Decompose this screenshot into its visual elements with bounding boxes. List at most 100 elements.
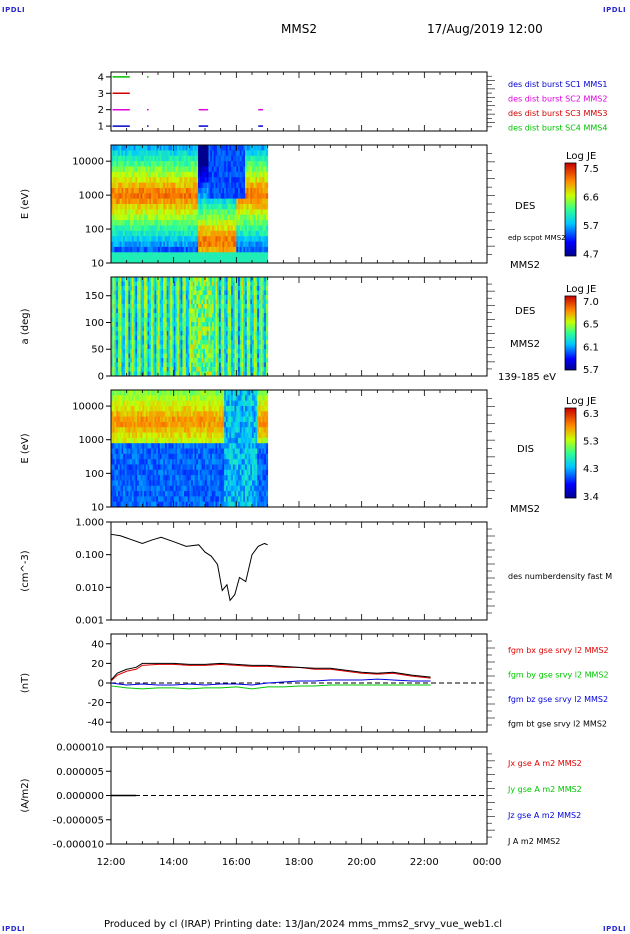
heat-cell: [241, 161, 244, 167]
heat-cell: [168, 480, 171, 487]
heat-cell: [185, 225, 188, 232]
heat-cell: [262, 317, 265, 323]
heat-cell: [112, 475, 115, 481]
heat-cell: [189, 150, 192, 157]
heat-cell: [191, 209, 194, 216]
heat-cell: [264, 371, 267, 377]
heat-cell: [187, 220, 190, 226]
heat-cell: [198, 304, 201, 309]
heat-cell: [163, 317, 166, 323]
heat-cell: [138, 322, 141, 327]
heat-cell: [180, 193, 183, 200]
heat-cell: [187, 367, 190, 372]
heat-cell: [194, 187, 197, 194]
heat-cell: [227, 150, 230, 157]
heat-cell: [114, 371, 117, 377]
heat-cell: [215, 340, 218, 345]
heat-cell: [236, 230, 239, 237]
heat-cell: [154, 326, 157, 332]
heat-cell: [203, 198, 206, 205]
heat-cell: [227, 246, 230, 253]
heat-cell: [158, 155, 161, 162]
heat-cell: [135, 322, 138, 327]
heat-cell: [121, 308, 124, 314]
heat-cell: [152, 395, 155, 402]
heat-cell: [232, 331, 235, 336]
heat-cell: [238, 225, 241, 232]
heat-cell: [250, 331, 253, 336]
heat-cell: [257, 371, 260, 377]
heat-cell: [220, 177, 223, 183]
heat-cell: [147, 335, 150, 341]
heat-cell: [217, 313, 220, 318]
heat-cell: [175, 161, 178, 167]
heat-cell: [123, 150, 126, 157]
heat-cell: [154, 198, 157, 205]
heat-cell: [201, 166, 204, 173]
heat-cell: [145, 290, 148, 296]
heat-cell: [121, 304, 124, 309]
heat-cell: [128, 241, 131, 248]
heat-cell: [166, 225, 169, 232]
heat-cell: [185, 198, 188, 205]
heat-cell: [149, 362, 152, 368]
heat-cell: [220, 322, 223, 327]
heat-cell: [260, 344, 263, 350]
heat-cell: [241, 214, 244, 221]
heat-cell: [185, 230, 188, 237]
heat-cell: [234, 331, 237, 336]
heat-cell: [161, 182, 164, 189]
heat-cell: [194, 371, 197, 377]
heat-cell: [208, 182, 211, 189]
heat-cell: [187, 313, 190, 318]
heat-cell: [229, 358, 232, 363]
heat-cell: [225, 182, 229, 189]
heat-cell: [152, 230, 155, 237]
heat-cell: [238, 182, 241, 189]
heat-cell: [159, 193, 162, 200]
heat-cell: [144, 371, 147, 377]
heat-cell: [210, 367, 213, 372]
heat-cell: [154, 214, 157, 221]
heat-cell: [187, 331, 190, 336]
heat-cell: [215, 246, 218, 253]
heat-cell: [173, 322, 176, 327]
heat-cell: [119, 427, 122, 433]
heat-cell: [243, 335, 246, 341]
heat-cell: [222, 225, 225, 232]
heat-cell: [189, 331, 192, 336]
heat-cell: [140, 241, 143, 248]
heat-cell: [211, 277, 215, 282]
heat-cell: [149, 358, 152, 363]
heat-cell: [131, 326, 135, 332]
heat-cell: [194, 145, 197, 151]
heat-cell: [163, 340, 166, 345]
heat-cell: [180, 187, 183, 194]
heat-cell: [138, 367, 141, 372]
heat-cell: [138, 257, 141, 264]
heat-cell: [177, 344, 180, 350]
heat-cell: [213, 230, 216, 237]
heat-cell: [187, 193, 190, 200]
heat-cell: [140, 331, 143, 336]
heat-cell: [135, 427, 138, 433]
heat-cell: [206, 299, 209, 305]
heat-cell: [140, 480, 143, 487]
heat-cell: [262, 367, 265, 372]
heat-cell: [243, 171, 246, 178]
heat-cell: [222, 371, 225, 377]
heat-cell: [260, 286, 263, 291]
heat-cell: [159, 295, 162, 300]
heat-cell: [112, 437, 115, 444]
heat-cell: [112, 155, 115, 162]
heat-cell: [257, 230, 260, 237]
heat-cell: [131, 390, 135, 396]
heat-cell: [140, 353, 143, 359]
heat-cell: [130, 405, 133, 412]
heat-cell: [224, 177, 227, 183]
heat-cell: [213, 220, 216, 226]
heat-cell: [258, 286, 262, 291]
heat-cell: [225, 304, 229, 309]
heat-cell: [145, 225, 148, 232]
heat-cell: [151, 437, 154, 444]
